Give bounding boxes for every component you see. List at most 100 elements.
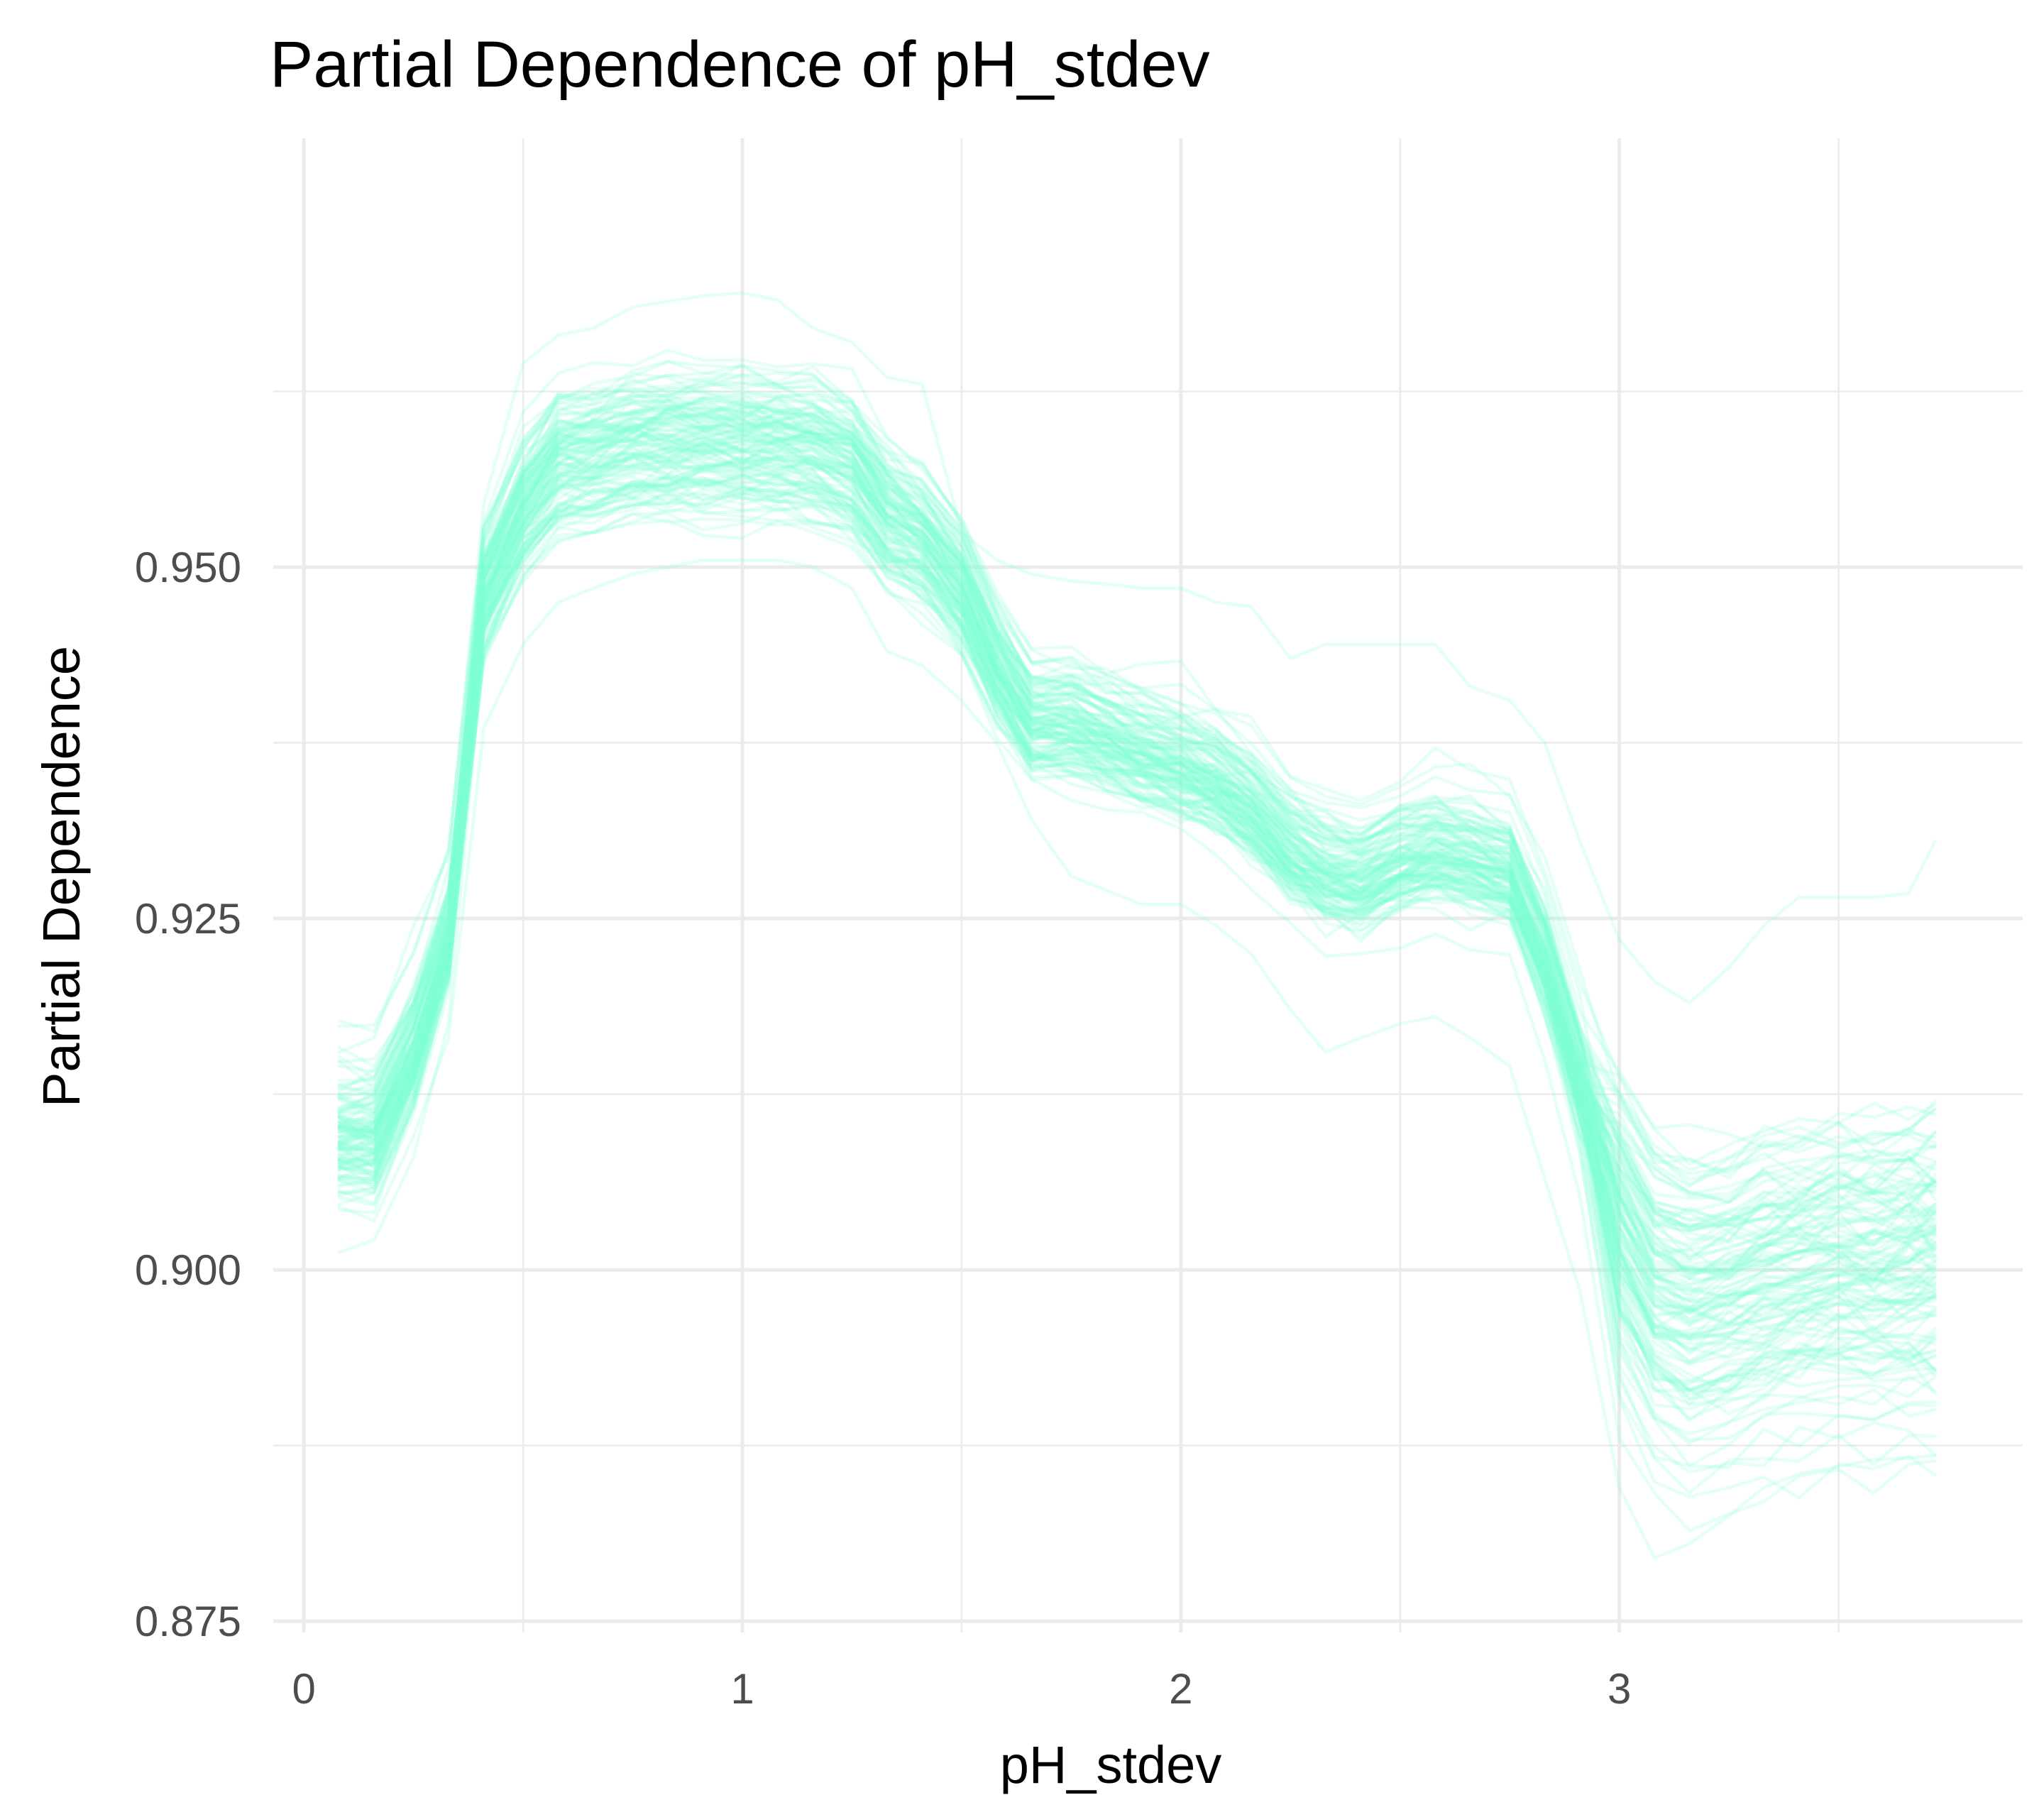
ice-line: [337, 443, 1937, 1239]
ice-line: [337, 422, 1937, 1182]
ice-line: [337, 448, 1937, 1242]
ice-line: [337, 451, 1937, 1393]
ice-line: [337, 435, 1937, 1292]
ice-line: [337, 381, 1937, 1280]
ice-line: [337, 437, 1937, 1383]
ice-line: [337, 380, 1937, 1232]
y-axis-ticks: 0.875 0.900 0.925 0.950: [135, 544, 241, 1645]
y-tick-label: 0.950: [135, 544, 241, 591]
ice-line: [337, 348, 1937, 1299]
ice-line: [337, 434, 1937, 1204]
ice-line: [337, 427, 1937, 1442]
ice-line: [337, 392, 1937, 1288]
ice-line: [337, 441, 1937, 1395]
ice-line: [337, 419, 1937, 1445]
ice-line: [337, 360, 1937, 1303]
ice-line: [337, 416, 1937, 1468]
ice-line: [337, 441, 1937, 1263]
ice-line: [337, 438, 1937, 1393]
ice-line: [337, 476, 1937, 1296]
ice-line: [337, 432, 1937, 1341]
ice-line: [337, 395, 1937, 1328]
ice-lines: [337, 291, 1937, 1560]
ice-line: [337, 476, 1937, 1229]
x-tick-label: 2: [1169, 1665, 1192, 1713]
ice-line: [337, 400, 1937, 1261]
ice-line: [337, 396, 1937, 1310]
ice-line: [337, 462, 1937, 1363]
ice-line: [337, 446, 1937, 1336]
ice-line: [337, 365, 1937, 1315]
ice-line: [337, 467, 1937, 1279]
y-tick-label: 0.925: [135, 895, 241, 943]
ice-line: [337, 518, 1937, 1233]
ice-line: [337, 407, 1937, 1266]
ice-line: [337, 449, 1937, 1275]
ice-line: [337, 507, 1937, 1299]
y-tick-label: 0.875: [135, 1598, 241, 1645]
ice-line: [337, 446, 1937, 1247]
ice-line: [337, 390, 1937, 1213]
ice-line: [337, 409, 1937, 1222]
ice-line: [337, 457, 1937, 1401]
ice-line: [337, 411, 1937, 1392]
ice-line: [337, 477, 1937, 1415]
ice-line: [337, 468, 1937, 1423]
ice-line: [337, 429, 1937, 1339]
ice-line: [337, 512, 1937, 1314]
ice-line: [337, 458, 1937, 1330]
ice-line: [337, 478, 1937, 1180]
ice-line: [337, 420, 1937, 1356]
ice-line: [337, 412, 1937, 1396]
ice-line: [337, 397, 1937, 1222]
ice-line: [337, 446, 1937, 1474]
ice-line: [337, 398, 1937, 1420]
ice-line: [337, 460, 1937, 1249]
ice-line: [337, 476, 1937, 1172]
y-axis-title: Partial Dependence: [32, 646, 91, 1107]
ice-line: [337, 406, 1937, 1258]
ice-line: [337, 412, 1937, 1386]
ice-line: [337, 498, 1937, 1341]
ice-line: [337, 443, 1937, 1383]
ice-line: [337, 441, 1937, 1229]
ice-line: [337, 474, 1937, 1243]
ice-line: [337, 489, 1937, 1276]
ice-line: [337, 482, 1937, 1187]
ice-line: [337, 406, 1937, 1393]
ice-line: [337, 409, 1937, 1406]
ice-line: [337, 466, 1937, 1301]
y-tick-label: 0.900: [135, 1246, 241, 1294]
ice-line: [337, 419, 1937, 1204]
ice-line: [337, 454, 1937, 1327]
ice-line: [337, 435, 1937, 1327]
ice-line: [337, 420, 1937, 1411]
ice-line: [337, 483, 1937, 1302]
ice-line: [337, 446, 1937, 1323]
ice-line: [337, 394, 1937, 1258]
ice-line: [337, 472, 1937, 1336]
ice-line: [337, 424, 1937, 1351]
grid: [273, 138, 2023, 1632]
ice-line: [337, 428, 1937, 1359]
x-tick-label: 1: [730, 1665, 754, 1713]
x-tick-label: 0: [292, 1665, 316, 1713]
ice-line: [337, 411, 1937, 1149]
ice-line: [337, 412, 1937, 1500]
ice-line: [337, 430, 1937, 1222]
ice-line: [337, 454, 1937, 1401]
ice-line: [337, 378, 1937, 1436]
x-tick-label: 3: [1608, 1665, 1631, 1713]
ice-line: [337, 378, 1937, 1320]
ice-line: [337, 415, 1937, 1271]
ice-line: [337, 422, 1937, 1366]
ice-line: [337, 486, 1937, 1324]
x-axis-ticks: 0 1 2 3: [292, 1665, 1632, 1713]
ice-line: [337, 448, 1937, 1495]
ice-line: [337, 406, 1937, 1285]
ice-line: [337, 484, 1937, 1306]
ice-line: [337, 492, 1937, 1342]
ice-line: [337, 363, 1937, 1407]
ice-line: [337, 399, 1937, 1469]
ice-line: [337, 397, 1937, 1177]
